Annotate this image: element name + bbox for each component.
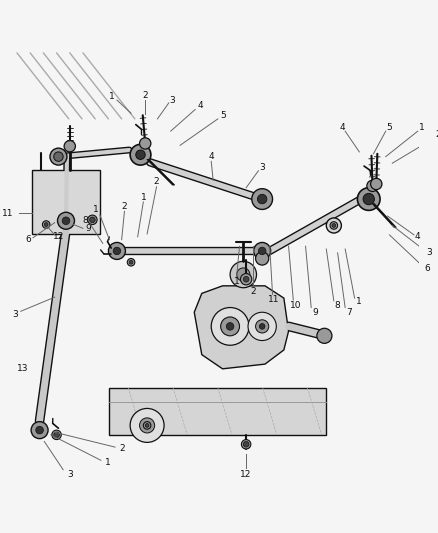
Text: 1: 1 [141,193,146,201]
Circle shape [237,268,250,281]
Circle shape [330,222,338,229]
Circle shape [54,152,63,161]
Circle shape [230,261,257,288]
Circle shape [211,308,249,345]
Circle shape [326,218,341,233]
Circle shape [258,247,266,255]
Circle shape [357,188,380,211]
Circle shape [258,195,267,204]
Text: 12: 12 [53,232,64,241]
Text: 2: 2 [120,443,125,453]
Polygon shape [110,387,326,435]
Text: 4: 4 [339,123,345,132]
Text: 1: 1 [110,92,115,101]
Circle shape [332,223,336,228]
Circle shape [127,259,135,266]
Circle shape [240,273,252,285]
Circle shape [226,322,234,330]
Circle shape [243,441,249,447]
Circle shape [317,328,332,343]
Polygon shape [194,286,289,369]
Text: 3: 3 [67,470,73,479]
Text: 4: 4 [197,101,203,110]
Text: 9: 9 [312,308,318,317]
Circle shape [371,179,382,190]
Text: 5: 5 [221,111,226,119]
Text: 1: 1 [93,205,99,214]
Text: 9: 9 [86,224,92,233]
Circle shape [57,212,74,229]
Circle shape [36,426,43,434]
Text: 6: 6 [25,235,31,244]
Text: 2: 2 [250,287,255,296]
Circle shape [140,138,151,149]
Circle shape [367,180,378,191]
Circle shape [254,243,271,260]
Circle shape [90,217,95,223]
Text: 1: 1 [234,277,240,286]
Text: 8: 8 [82,216,88,225]
Circle shape [88,215,97,224]
Circle shape [143,422,151,429]
Text: 1: 1 [419,123,424,132]
Circle shape [31,422,48,439]
Text: 13: 13 [17,365,28,373]
Text: 11: 11 [2,209,13,217]
Circle shape [42,221,50,228]
Circle shape [241,440,251,449]
Text: 2: 2 [122,202,127,211]
Text: 3: 3 [426,248,432,257]
Circle shape [363,193,374,205]
Circle shape [221,317,240,336]
Text: 5: 5 [387,123,392,132]
Circle shape [136,150,145,159]
Circle shape [252,189,272,209]
Text: 7: 7 [346,308,352,317]
FancyBboxPatch shape [32,170,100,234]
Text: 8: 8 [335,301,340,310]
Circle shape [243,277,249,282]
Text: 2: 2 [142,91,148,100]
Text: 4: 4 [415,232,420,241]
Text: 10: 10 [290,301,302,310]
Text: 3: 3 [12,310,18,319]
Circle shape [145,424,149,427]
Circle shape [129,260,133,264]
Text: 3: 3 [170,95,176,104]
Circle shape [255,252,269,265]
Circle shape [248,312,276,341]
Circle shape [113,247,121,255]
Circle shape [255,320,269,333]
Text: 6: 6 [424,264,430,273]
Circle shape [64,141,75,152]
Circle shape [259,324,265,329]
Text: 3: 3 [259,164,265,173]
Text: 11: 11 [268,295,279,303]
Text: 12: 12 [240,470,252,479]
Circle shape [54,432,60,438]
Circle shape [109,243,125,260]
Text: 2: 2 [436,131,438,140]
Circle shape [140,418,155,433]
Text: 1: 1 [105,458,110,467]
Circle shape [50,148,67,165]
Circle shape [44,223,48,227]
Circle shape [130,408,164,442]
Circle shape [52,430,61,440]
Text: 4: 4 [208,152,214,161]
Circle shape [130,144,151,165]
Circle shape [62,217,70,224]
Text: 1: 1 [356,297,361,306]
Text: 2: 2 [154,176,159,185]
